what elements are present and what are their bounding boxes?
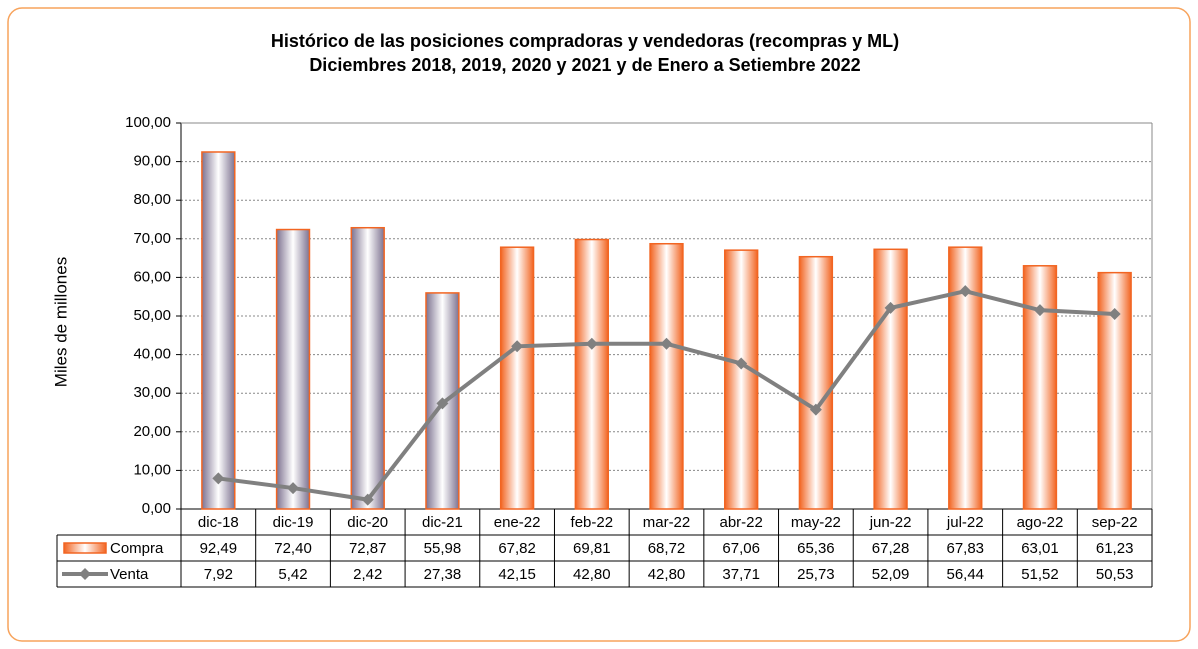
table-value: 92,49 xyxy=(200,540,238,557)
table-value: 67,83 xyxy=(946,540,984,557)
bar xyxy=(574,238,609,510)
x-tick-label: mar-22 xyxy=(643,514,691,531)
chart-title: Histórico de las posiciones compradoras … xyxy=(271,31,899,51)
table-value: 65,36 xyxy=(797,540,835,557)
marker xyxy=(585,337,598,350)
x-tick-label: jul-22 xyxy=(946,514,984,531)
table-value: 69,81 xyxy=(573,540,611,557)
y-tick-label: 80,00 xyxy=(133,191,171,208)
x-tick-label: feb-22 xyxy=(571,514,614,531)
bar xyxy=(798,255,834,510)
table-value: 56,44 xyxy=(946,566,984,583)
bar xyxy=(275,228,311,510)
table-value: 37,71 xyxy=(722,566,760,583)
y-axis-label: Miles de millones xyxy=(51,257,70,387)
bar xyxy=(499,246,535,510)
x-tick-label: dic-21 xyxy=(422,514,463,531)
y-tick-label: 70,00 xyxy=(133,230,171,247)
bar xyxy=(1022,265,1058,510)
table-value: 72,40 xyxy=(274,540,312,557)
y-tick-label: 50,00 xyxy=(133,307,171,324)
x-tick-label: jun-22 xyxy=(869,514,912,531)
marker xyxy=(1033,304,1046,317)
bar xyxy=(873,248,908,510)
table-value: 55,98 xyxy=(424,540,462,557)
chart-subtitle: Diciembres 2018, 2019, 2020 y 2021 y de … xyxy=(309,55,860,75)
x-tick-label: sep-22 xyxy=(1092,514,1138,531)
y-tick-label: 60,00 xyxy=(133,268,171,285)
table-value: 42,80 xyxy=(573,566,611,583)
marker xyxy=(436,397,449,410)
bar xyxy=(724,249,759,510)
table-value: 72,87 xyxy=(349,540,387,557)
table-value: 63,01 xyxy=(1021,540,1059,557)
x-tick-label: dic-20 xyxy=(347,514,388,531)
marker xyxy=(959,285,972,298)
marker xyxy=(212,472,225,485)
legend-swatch xyxy=(63,542,107,554)
table-value: 5,42 xyxy=(278,566,307,583)
x-tick-label: ago-22 xyxy=(1017,514,1064,531)
table-value: 25,73 xyxy=(797,566,835,583)
y-tick-label: 100,00 xyxy=(125,114,171,131)
table-value: 7,92 xyxy=(204,566,233,583)
legend-label: Venta xyxy=(110,566,149,583)
marker xyxy=(884,301,897,314)
table-value: 52,09 xyxy=(872,566,910,583)
table-value: 61,23 xyxy=(1096,540,1134,557)
y-tick-label: 10,00 xyxy=(133,461,171,478)
x-tick-label: may-22 xyxy=(791,514,841,531)
marker xyxy=(361,493,374,506)
marker xyxy=(1108,307,1121,320)
legend-marker xyxy=(79,568,91,580)
marker xyxy=(660,337,673,350)
y-tick-label: 20,00 xyxy=(133,423,171,440)
table-value: 67,28 xyxy=(872,540,910,557)
table-value: 67,82 xyxy=(498,540,536,557)
x-tick-label: abr-22 xyxy=(720,514,763,531)
legend-label: Compra xyxy=(110,540,164,557)
bar xyxy=(649,242,684,510)
table-value: 42,15 xyxy=(498,566,536,583)
x-tick-label: ene-22 xyxy=(494,514,541,531)
x-tick-label: dic-19 xyxy=(273,514,314,531)
y-tick-label: 30,00 xyxy=(133,384,171,401)
table-value: 68,72 xyxy=(648,540,686,557)
marker xyxy=(735,357,748,370)
table-value: 42,80 xyxy=(648,566,686,583)
bar xyxy=(350,226,385,510)
table-value: 50,53 xyxy=(1096,566,1134,583)
y-tick-label: 0,00 xyxy=(142,500,171,517)
bar xyxy=(201,151,236,510)
table-value: 67,06 xyxy=(722,540,760,557)
table-value: 2,42 xyxy=(353,566,382,583)
table-value: 51,52 xyxy=(1021,566,1059,583)
marker xyxy=(287,482,300,495)
table-value: 27,38 xyxy=(424,566,462,583)
marker xyxy=(809,403,822,416)
marker xyxy=(511,340,524,353)
y-tick-label: 40,00 xyxy=(133,346,171,363)
x-tick-label: dic-18 xyxy=(198,514,239,531)
y-tick-label: 90,00 xyxy=(133,153,171,170)
